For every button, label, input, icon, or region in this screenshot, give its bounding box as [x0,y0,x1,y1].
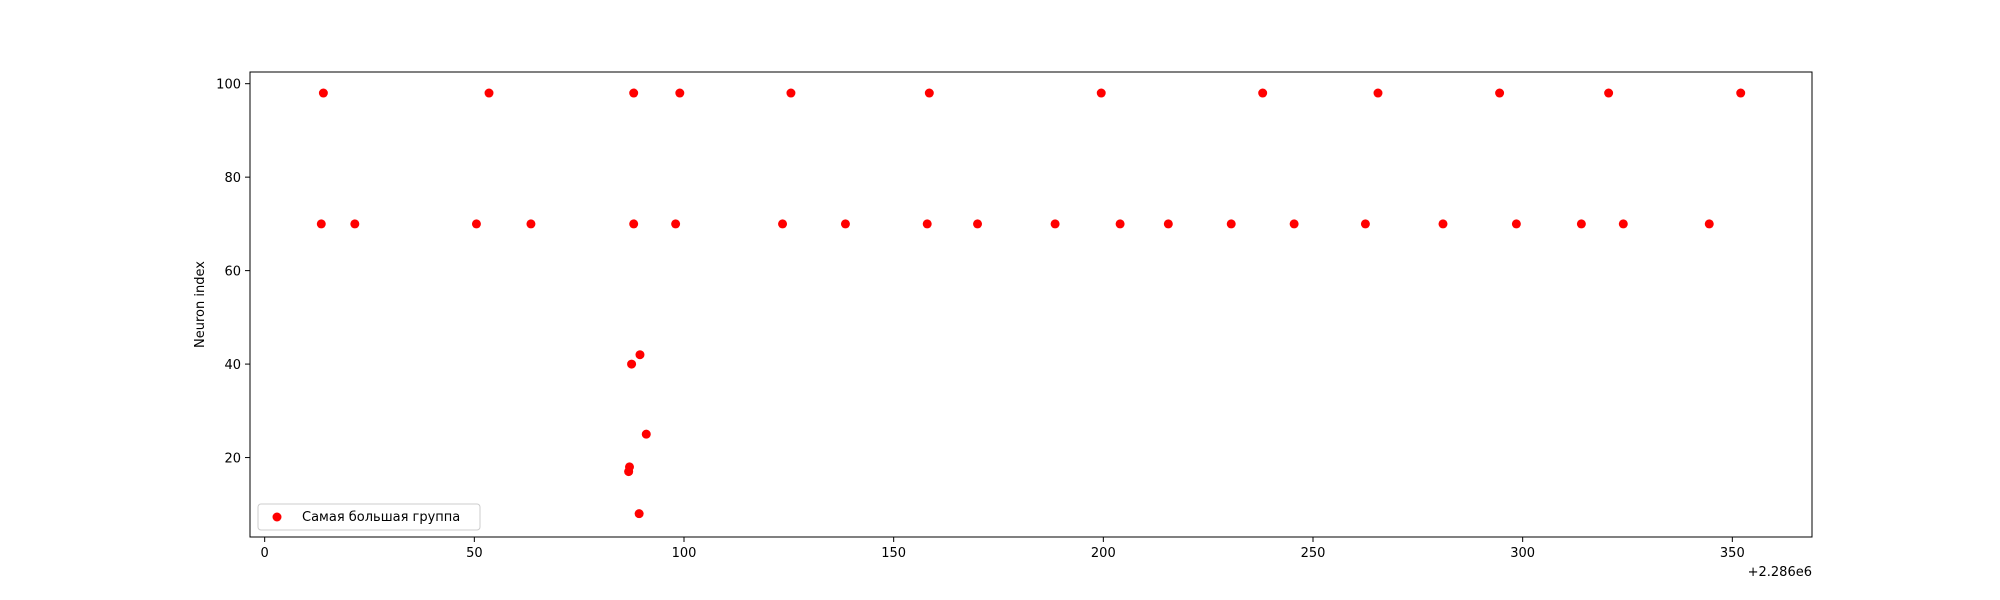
data-point [786,88,796,98]
legend-marker [272,512,282,522]
y-tick-label: 20 [224,452,241,467]
data-point [922,219,932,229]
x-axis: 0 50 100 150 200 250 300 350 [261,537,1745,561]
plot-frame [249,71,1813,538]
data-point [526,219,536,229]
x-tick-label: 0 [261,546,269,561]
data-point [1736,88,1746,98]
y-tick-label: 80 [224,171,241,186]
y-tick-label: 100 [216,78,241,93]
x-tick-label: 250 [1301,546,1326,561]
data-points [316,88,1746,519]
data-point [629,88,639,98]
data-point [671,219,681,229]
data-point [1096,88,1106,98]
y-tick-label: 40 [224,358,241,373]
data-point [1360,219,1370,229]
legend: Самая большая группа [257,503,481,531]
data-point [675,88,685,98]
x-axis-offset-label: +2.286e6 [1748,565,1812,580]
x-tick-label: 200 [1091,546,1116,561]
plot-area [249,71,1813,538]
data-point [629,219,639,229]
data-point [1163,219,1173,229]
data-point [1511,219,1521,229]
data-point [1604,88,1614,98]
legend-label: Самая большая группа [302,510,460,525]
x-tick-label: 300 [1510,546,1535,561]
data-point [1115,219,1125,229]
data-point [471,219,481,229]
data-point [1704,219,1714,229]
data-point [318,88,328,98]
data-point [1050,219,1060,229]
data-point [316,219,326,229]
data-point [484,88,494,98]
y-tick-label: 60 [224,265,241,280]
data-point [1226,219,1236,229]
x-tick-label: 50 [466,546,483,561]
data-point [973,219,983,229]
data-point [1495,88,1505,98]
data-point [1373,88,1383,98]
data-point [840,219,850,229]
x-tick-label: 350 [1720,546,1745,561]
data-point [641,429,651,439]
legend-box [257,503,481,531]
data-point [1438,219,1448,229]
data-point [627,359,637,369]
x-tick-label: 150 [881,546,906,561]
data-point [1576,219,1586,229]
data-point [1289,219,1299,229]
y-axis-label: Neuron index [193,261,208,348]
data-point [778,219,788,229]
data-point [634,509,644,519]
data-point [1618,219,1628,229]
y-axis: 20 40 60 80 100 [216,78,250,467]
x-tick-label: 100 [672,546,697,561]
data-point [635,350,645,360]
data-point [924,88,934,98]
data-point [350,219,360,229]
data-point [1258,88,1268,98]
data-point [624,467,634,477]
